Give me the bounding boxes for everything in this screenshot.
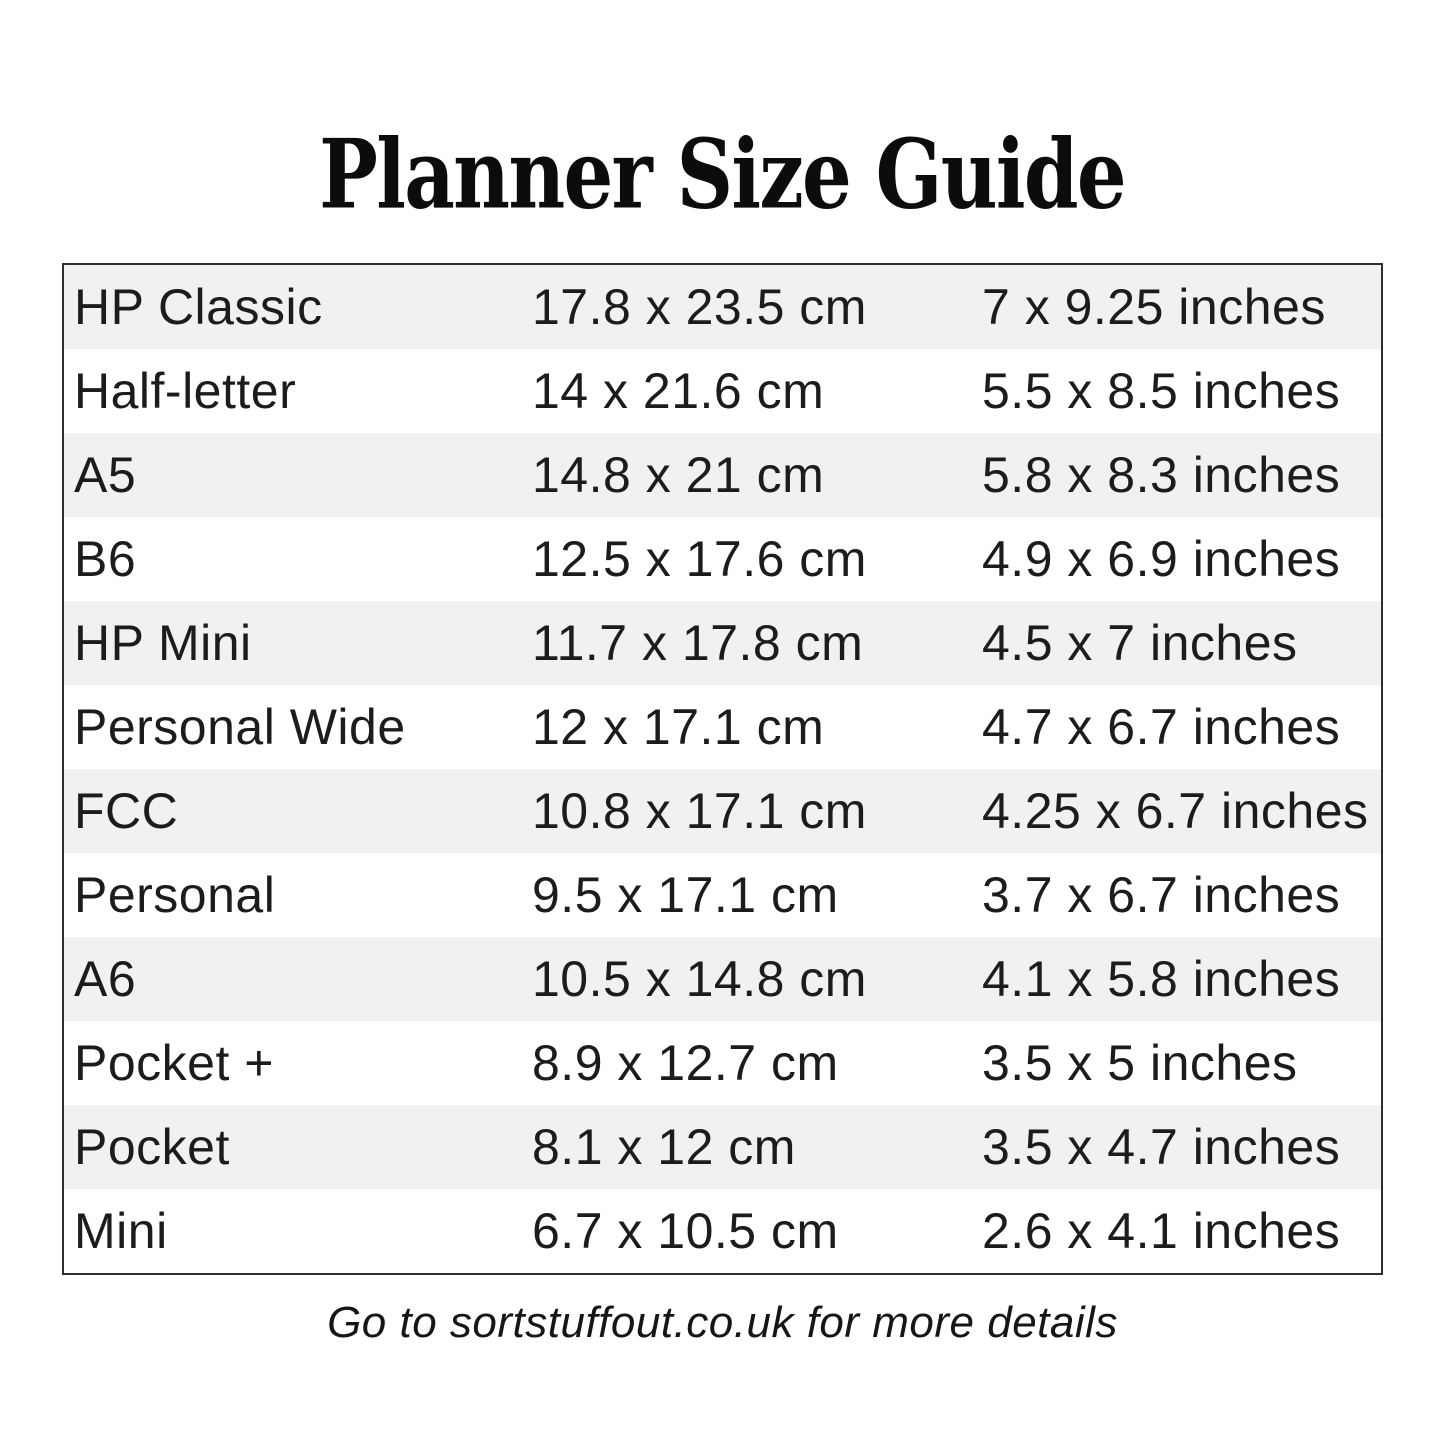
page-header: Planner Size Guide — [0, 118, 1445, 230]
size-inches-cell: 3.5 x 5 inches — [982, 1035, 1298, 1091]
size-cm-cell: 14 x 21.6 cm — [532, 363, 825, 419]
size-inches-cell: 3.7 x 6.7 inches — [982, 867, 1341, 923]
size-inches-cell: 4.5 x 7 inches — [982, 615, 1298, 671]
planner-name-cell: A6 — [74, 951, 137, 1007]
size-inches-cell: 4.9 x 6.9 inches — [982, 531, 1341, 587]
size-cm-cell: 6.7 x 10.5 cm — [532, 1203, 839, 1259]
planner-size-table: HP Classic 17.8 x 23.5 cm 7 x 9.25 inche… — [62, 263, 1383, 1275]
planner-name-cell: B6 — [74, 531, 137, 587]
size-inches-cell: 5.8 x 8.3 inches — [982, 447, 1341, 503]
table-row: Half-letter 14 x 21.6 cm 5.5 x 8.5 inche… — [64, 349, 1381, 433]
table-row: FCC 10.8 x 17.1 cm 4.25 x 6.7 inches — [64, 769, 1381, 853]
size-cm-cell: 8.9 x 12.7 cm — [532, 1035, 839, 1091]
page-footer: Go to sortstuffout.co.uk for more detail… — [0, 1298, 1445, 1348]
planner-name-cell: Half-letter — [74, 363, 297, 419]
table-row: Personal Wide 12 x 17.1 cm 4.7 x 6.7 inc… — [64, 685, 1381, 769]
planner-name-cell: Personal — [74, 867, 276, 923]
planner-name-cell: Mini — [74, 1203, 168, 1259]
size-inches-cell: 4.25 x 6.7 inches — [982, 783, 1369, 839]
table-row: A6 10.5 x 14.8 cm 4.1 x 5.8 inches — [64, 937, 1381, 1021]
table-row: B6 12.5 x 17.6 cm 4.9 x 6.9 inches — [64, 517, 1381, 601]
size-cm-cell: 10.5 x 14.8 cm — [532, 951, 867, 1007]
table-row: HP Mini 11.7 x 17.8 cm 4.5 x 7 inches — [64, 601, 1381, 685]
planner-name-cell: Personal Wide — [74, 699, 406, 755]
size-inches-cell: 4.7 x 6.7 inches — [982, 699, 1341, 755]
table-row: A5 14.8 x 21 cm 5.8 x 8.3 inches — [64, 433, 1381, 517]
table-row: HP Classic 17.8 x 23.5 cm 7 x 9.25 inche… — [64, 265, 1381, 349]
size-inches-cell: 2.6 x 4.1 inches — [982, 1203, 1341, 1259]
size-cm-cell: 14.8 x 21 cm — [532, 447, 825, 503]
table-row: Mini 6.7 x 10.5 cm 2.6 x 4.1 inches — [64, 1189, 1381, 1273]
table-row: Pocket 8.1 x 12 cm 3.5 x 4.7 inches — [64, 1105, 1381, 1189]
size-inches-cell: 3.5 x 4.7 inches — [982, 1119, 1341, 1175]
planner-name-cell: A5 — [74, 447, 137, 503]
size-inches-cell: 5.5 x 8.5 inches — [982, 363, 1341, 419]
size-cm-cell: 10.8 x 17.1 cm — [532, 783, 867, 839]
size-inches-cell: 4.1 x 5.8 inches — [982, 951, 1341, 1007]
planner-name-cell: HP Classic — [74, 279, 323, 335]
size-cm-cell: 12.5 x 17.6 cm — [532, 531, 867, 587]
size-cm-cell: 11.7 x 17.8 cm — [532, 615, 864, 671]
planner-name-cell: Pocket — [74, 1119, 230, 1175]
size-inches-cell: 7 x 9.25 inches — [982, 279, 1326, 335]
table-row: Pocket + 8.9 x 12.7 cm 3.5 x 5 inches — [64, 1021, 1381, 1105]
size-cm-cell: 9.5 x 17.1 cm — [532, 867, 839, 923]
size-cm-cell: 8.1 x 12 cm — [532, 1119, 796, 1175]
planner-name-cell: FCC — [74, 783, 179, 839]
planner-name-cell: Pocket + — [74, 1035, 274, 1091]
size-cm-cell: 12 x 17.1 cm — [532, 699, 825, 755]
page-title: Planner Size Guide — [319, 118, 1128, 231]
footer-note: Go to sortstuffout.co.uk for more detail… — [327, 1298, 1118, 1347]
size-cm-cell: 17.8 x 23.5 cm — [532, 279, 867, 335]
table-row: Personal 9.5 x 17.1 cm 3.7 x 6.7 inches — [64, 853, 1381, 937]
planner-name-cell: HP Mini — [74, 615, 252, 671]
